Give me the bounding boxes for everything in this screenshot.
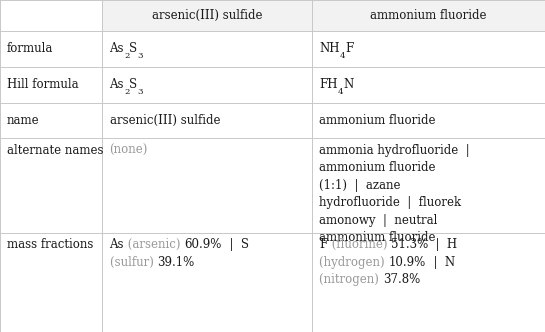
Text: formula: formula <box>7 42 53 55</box>
Text: 4: 4 <box>338 88 343 96</box>
Text: arsenic(III) sulfide: arsenic(III) sulfide <box>152 9 263 22</box>
Text: arsenic(III) sulfide: arsenic(III) sulfide <box>110 114 220 127</box>
Text: ammonia hydrofluoride  |
ammonium fluoride
(1:1)  |  azane
hydrofluoride  |  flu: ammonia hydrofluoride | ammonium fluorid… <box>319 144 470 244</box>
Text: NH: NH <box>319 42 340 55</box>
Text: (arsenic): (arsenic) <box>124 238 184 251</box>
Text: N: N <box>343 78 354 91</box>
Bar <box>312 0 545 31</box>
Text: Hill formula: Hill formula <box>7 78 78 91</box>
Text: FH: FH <box>319 78 338 91</box>
Text: 2: 2 <box>124 52 129 60</box>
Text: 3: 3 <box>137 52 143 60</box>
Text: S: S <box>129 42 137 55</box>
Text: 39.1%: 39.1% <box>157 256 195 269</box>
Bar <box>102 0 312 31</box>
Text: 60.9%: 60.9% <box>184 238 222 251</box>
Text: F: F <box>346 42 354 55</box>
Text: name: name <box>7 114 40 127</box>
Text: |  H: | H <box>428 238 457 251</box>
Text: (nitrogen): (nitrogen) <box>319 274 383 287</box>
Text: |  N: | N <box>426 256 455 269</box>
Text: ammonium fluoride: ammonium fluoride <box>319 114 436 127</box>
Text: ammonium fluoride: ammonium fluoride <box>371 9 487 22</box>
Text: S: S <box>129 78 137 91</box>
Text: (sulfur): (sulfur) <box>110 256 157 269</box>
Text: alternate names: alternate names <box>7 144 104 157</box>
Text: As: As <box>110 238 124 251</box>
Text: 2: 2 <box>124 88 129 96</box>
Text: |  S: | S <box>222 238 249 251</box>
Text: As: As <box>110 78 124 91</box>
Text: F: F <box>319 238 328 251</box>
Text: (hydrogen): (hydrogen) <box>319 256 389 269</box>
Text: 3: 3 <box>137 88 143 96</box>
Text: 10.9%: 10.9% <box>389 256 426 269</box>
Text: 4: 4 <box>340 52 346 60</box>
Text: (none): (none) <box>110 144 148 157</box>
Text: (fluorine): (fluorine) <box>328 238 391 251</box>
Text: 51.3%: 51.3% <box>391 238 428 251</box>
Text: mass fractions: mass fractions <box>7 238 93 251</box>
Text: 37.8%: 37.8% <box>383 274 420 287</box>
Text: As: As <box>110 42 124 55</box>
